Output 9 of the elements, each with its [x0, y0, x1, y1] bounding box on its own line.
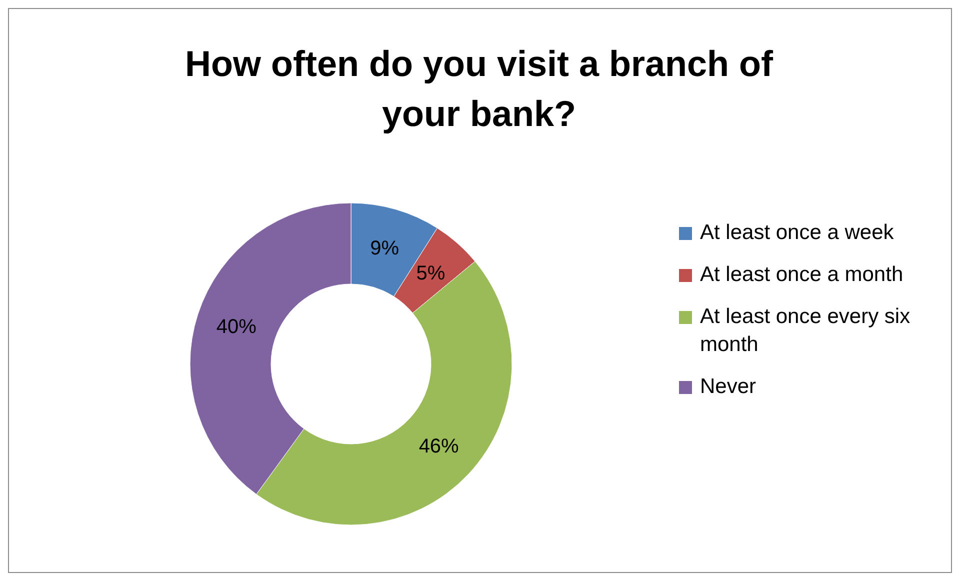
data-label: 40%: [216, 316, 257, 338]
data-label: 46%: [418, 435, 460, 458]
data-label: 5%: [416, 262, 446, 285]
legend-label: Never: [700, 374, 756, 400]
data-label: 9%: [370, 237, 400, 260]
legend-label: At least once a week: [700, 220, 894, 246]
legend-label: At least once a month: [700, 262, 904, 288]
chart-title: How often do you visit a branch of your bank?: [184, 42, 774, 136]
legend-label: At least once every six month: [700, 304, 912, 358]
